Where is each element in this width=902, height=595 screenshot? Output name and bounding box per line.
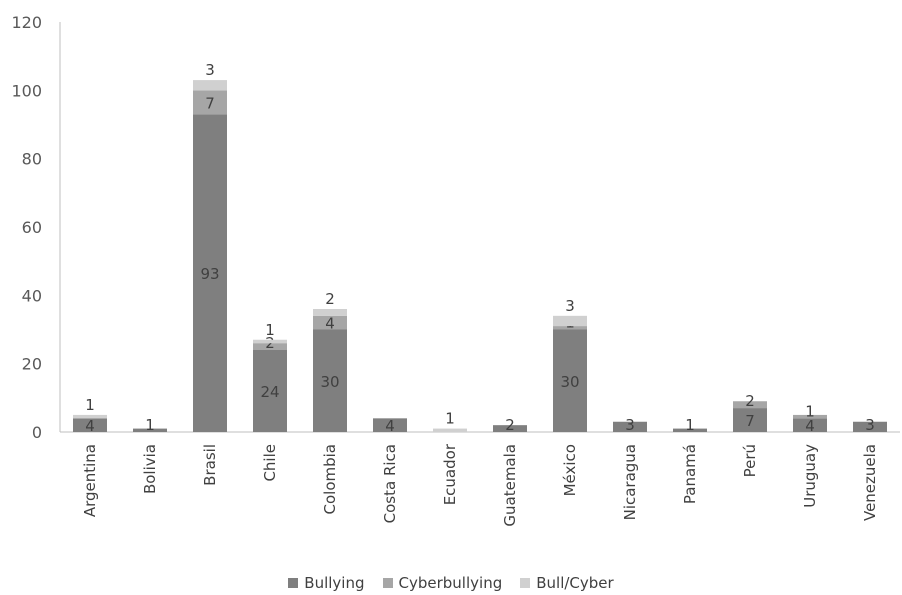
legend-swatch — [382, 578, 393, 588]
data-label-brasil-bullying: 93 — [200, 265, 219, 283]
bar-costa-rica-bullying — [373, 418, 407, 432]
data-label-panama-bullying: 1 — [685, 416, 695, 434]
bar-bolivia-bullying — [133, 428, 167, 432]
bar-ecuador-bull-cyber — [433, 428, 467, 432]
bar-colombia-bullying — [313, 329, 347, 432]
y-tick-label: 0 — [32, 423, 42, 442]
bar-panama-bullying — [673, 428, 707, 432]
data-label-argentina-bull-cyber: 1 — [85, 396, 95, 414]
bar-colombia-cyberbullying — [313, 315, 347, 330]
data-label-chile-bull-cyber: 1 — [265, 321, 275, 339]
bar-chile-bull-cyber — [253, 339, 287, 344]
bar-argentina-bullying — [73, 418, 107, 432]
data-label-uruguay-cyberbullying: 1 — [805, 402, 815, 420]
x-category-label: Bolivia — [141, 444, 159, 494]
data-label-peru-cyberbullying: 2 — [745, 392, 755, 410]
bar-peru-cyberbullying — [733, 401, 767, 409]
x-category-label: Venezuela — [861, 444, 879, 521]
bar-uruguay-cyberbullying — [793, 414, 827, 419]
x-category-label: Costa Rica — [381, 444, 399, 523]
y-tick-label: 80 — [22, 150, 42, 169]
legend-label: Bull/Cyber — [536, 574, 614, 592]
y-tick-label: 100 — [11, 81, 42, 100]
legend-item-bull-cyber: Bull/Cyber — [520, 574, 614, 592]
bar-nicaragua-bullying — [613, 421, 647, 432]
y-tick-label: 40 — [22, 286, 42, 305]
chart-legend: Bullying Cyberbullying Bull/Cyber — [0, 574, 902, 592]
data-label-guatemala-bullying: 2 — [505, 416, 515, 434]
data-label-mexico-bull-cyber: 3 — [565, 297, 575, 315]
legend-label: Bullying — [304, 574, 365, 592]
data-label-brasil-cyberbullying: 7 — [205, 94, 215, 112]
data-label-peru-bullying: 7 — [745, 412, 755, 430]
x-category-label: Argentina — [81, 444, 99, 517]
x-category-label: México — [561, 444, 579, 496]
x-category-label: Guatemala — [501, 444, 519, 527]
bar-venezuela-bullying — [853, 421, 887, 432]
data-label-uruguay-bullying: 4 — [805, 417, 815, 435]
bar-peru-bullying — [733, 408, 767, 432]
legend-label: Cyberbullying — [398, 574, 503, 592]
x-category-label: Brasil — [201, 444, 219, 486]
legend-item-cyberbullying: Cyberbullying — [382, 574, 503, 592]
y-tick-label: 20 — [22, 355, 42, 374]
x-category-label: Perú — [741, 444, 759, 477]
bar-mexico-bullying — [553, 329, 587, 432]
data-label-brasil-bull-cyber: 3 — [205, 61, 215, 79]
data-label-venezuela-bullying: 3 — [865, 416, 875, 434]
bar-colombia-bull-cyber — [313, 309, 347, 316]
bar-argentina-bull-cyber — [73, 414, 107, 419]
data-label-ecuador-bull-cyber: 1 — [445, 410, 455, 428]
x-category-label: Ecuador — [441, 443, 459, 505]
x-category-label: Panamá — [681, 444, 699, 504]
bar-uruguay-bullying — [793, 418, 827, 432]
bar-chile-cyberbullying — [253, 343, 287, 350]
data-label-costa-rica-bullying: 4 — [385, 417, 395, 435]
y-tick-label: 120 — [11, 13, 42, 32]
bar-mexico-cyberbullying — [553, 326, 587, 330]
bar-brasil-bullying — [193, 114, 227, 432]
legend-swatch — [520, 578, 531, 588]
data-label-chile-bullying: 24 — [260, 383, 279, 401]
bar-brasil-cyberbullying — [193, 90, 227, 115]
bar-brasil-bull-cyber — [193, 80, 227, 91]
data-label-colombia-bull-cyber: 2 — [325, 290, 335, 308]
x-category-label: Chile — [261, 444, 279, 482]
stacked-bar-chart: 02040608010012041Argentina1Bolivia9373Br… — [11, 13, 900, 527]
bar-guatemala-bullying — [493, 425, 527, 432]
data-label-colombia-cyberbullying: 4 — [325, 315, 335, 333]
data-label-mexico-bullying: 30 — [560, 373, 579, 391]
y-tick-label: 60 — [22, 218, 42, 237]
data-label-argentina-bullying: 4 — [85, 417, 95, 435]
data-label-colombia-bullying: 30 — [320, 373, 339, 391]
data-label-nicaragua-bullying: 3 — [625, 416, 635, 434]
bar-mexico-bull-cyber — [553, 315, 587, 327]
x-category-label: Nicaragua — [621, 444, 639, 520]
x-category-label: Colombia — [321, 444, 339, 515]
bar-chile-bullying — [253, 350, 287, 432]
legend-item-bullying: Bullying — [288, 574, 365, 592]
data-label-bolivia-bullying: 1 — [145, 416, 155, 434]
legend-swatch — [288, 578, 299, 588]
x-category-label: Uruguay — [801, 444, 819, 508]
